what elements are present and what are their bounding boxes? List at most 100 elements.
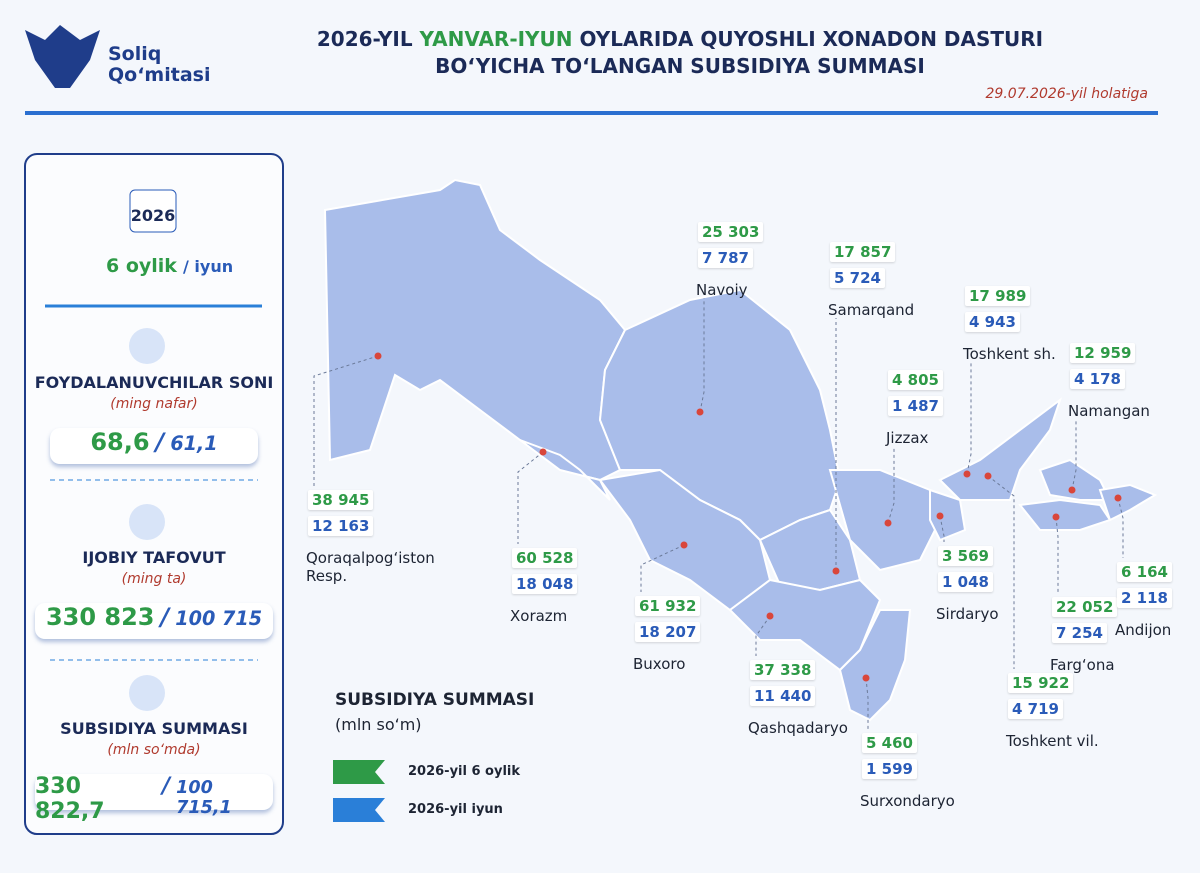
region-dot [984,472,992,480]
region-june: 12 163 [308,516,374,536]
block-unit: (ming nafar) [110,396,198,412]
region-name: Surxondaryo [860,792,955,810]
region-name: Xorazm [510,607,568,625]
value-sep: / [155,428,165,456]
region-june: 1 487 [888,396,943,416]
region-name: Buxoro [633,655,686,673]
region-name: Toshkent vil. [1006,732,1099,750]
region-dot [1068,486,1076,494]
region-dot [696,408,704,416]
value-main: 330 823 [45,603,155,631]
region-june: 4 719 [1008,699,1063,719]
sidebar-frame [24,153,284,835]
region-name: Qoraqalpog‘iston Resp. [306,549,435,585]
icon [129,504,165,540]
leader-line [966,362,972,475]
region-dot [862,674,870,682]
region-total: 61 932 [635,596,701,616]
region-june: 2 118 [1117,588,1172,608]
icon [129,675,165,711]
block-value: 330 822,7 /100 715,1 [35,774,273,824]
region-dot [1052,513,1060,521]
region-june: 5 724 [830,268,885,288]
legend-title: SUBSIDIYA SUMMASI [335,690,535,710]
block-title: FOYDALANUVCHILAR SONI [34,373,274,392]
region-total: 5 460 [862,733,917,753]
value-sep: / [160,603,170,631]
region-total: 60 528 [512,548,578,568]
region-total: 25 303 [698,222,764,242]
leader-line [987,475,1015,669]
region-total: 4 805 [888,370,943,390]
title-part: OYLARIDA QUYOSHLI XONADON DASTURI [572,27,1044,51]
period-sub: / iyun [182,257,234,276]
region-june: 4 943 [965,312,1020,332]
region-total: 15 922 [1008,673,1074,693]
block-title: IJOBIY TAFOVUT [82,548,226,567]
region-total: 6 164 [1117,562,1172,582]
region-total: 17 857 [830,242,896,262]
period-main: 6 oylik [106,255,177,277]
region-dot [832,567,840,575]
block-title: SUBSIDIYA SUMMASI [60,719,248,738]
value-sub: 100 715 [175,607,263,630]
region-dot [766,612,774,620]
leader-line [1071,419,1077,491]
region-dot [963,470,971,478]
legend-item: 2026-yil 6 oylik [408,764,521,779]
region-june: 18 207 [635,622,701,642]
region-june: 18 048 [512,574,578,594]
region-name: Andijon [1115,621,1172,639]
region-name: Navoiy [696,281,748,299]
logo-emblem [25,25,100,88]
region-total: 38 945 [308,490,374,510]
block-value: 68,6/61,1 [50,428,258,464]
logo-text: Soliq Qo‘mitasi [108,43,211,86]
region-dot [539,448,547,456]
legend-item: 2026-yil iyun [408,802,503,817]
region-june: 1 599 [862,759,917,779]
legend-unit: (mln so‘m) [335,715,422,734]
region-name: Toshkent sh. [963,345,1056,363]
region-total: 3 569 [938,546,993,566]
block-unit: (mln so‘mda) [107,742,201,758]
region-total: 22 052 [1052,597,1118,617]
title-highlight: YANVAR-IYUN [419,27,573,51]
leader-line [313,355,379,486]
calendar-icon [129,189,177,233]
title-part: 2026-YIL [316,27,420,51]
region-total: 12 959 [1070,343,1136,363]
calendar-year: 2026 [130,206,176,225]
value-sub: 100 715,1 [176,778,232,818]
icon [129,328,165,364]
period: 6 oylik / iyun [106,255,233,277]
region-name: Jizzax [886,429,929,447]
region-name: Samarqand [828,301,915,319]
region-dot [936,512,944,520]
leader-line [699,298,705,413]
value-sub: 61,1 [170,432,218,455]
leader-line [755,615,771,656]
region-name: Sirdaryo [936,605,999,623]
region-june: 4 178 [1070,369,1125,389]
region-dot [1114,494,1122,502]
leader-line [939,515,945,542]
region-dot [884,519,892,527]
title-line2: BO‘YICHA TO‘LANGAN SUBSIDIYA SUMMASI [435,54,925,78]
title: 2026-YIL YANVAR-IYUN OYLARIDA QUYOSHLI X… [250,26,1110,80]
value-main: 68,6 [90,428,150,456]
value-main: 330 822,7 [35,774,105,824]
leader-line [865,677,869,729]
value-sep: / [162,774,171,799]
date: 29.07.2026-yil holatiga [985,86,1148,102]
region-june: 7 254 [1052,623,1107,643]
legend-flags [333,760,385,822]
region-june: 7 787 [698,248,753,268]
region-june: 1 048 [938,572,993,592]
region-dot [374,352,382,360]
region-total: 17 989 [965,286,1031,306]
region-name: Farg‘ona [1050,656,1115,674]
leader-line [1055,516,1059,593]
